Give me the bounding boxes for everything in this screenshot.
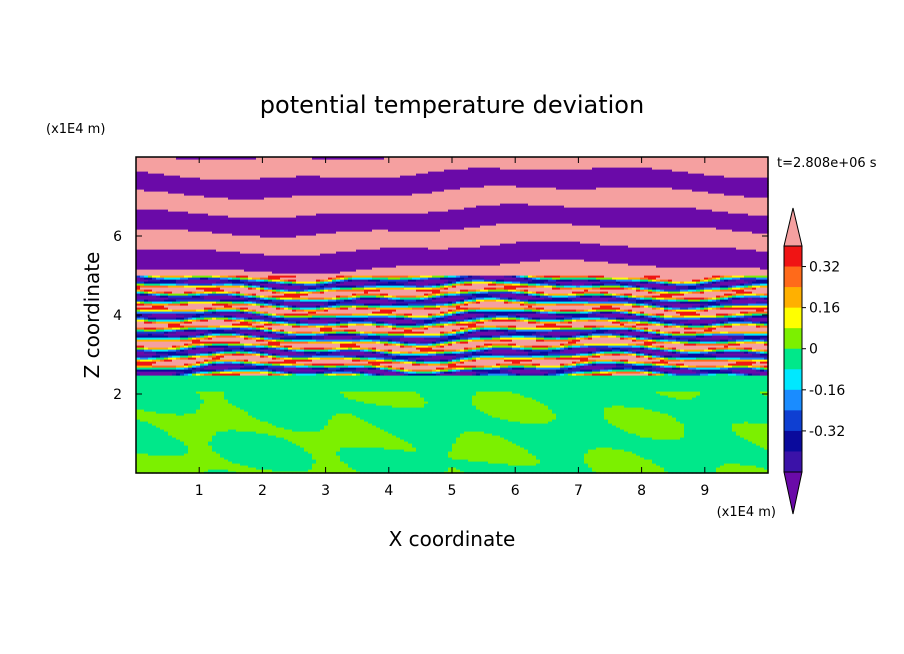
time-label: t=2.808e+06 s (777, 156, 877, 171)
chart-title: potential temperature deviation (260, 91, 644, 119)
contour-field (136, 157, 769, 474)
y-axis-unit: (x1E4 m) (46, 122, 105, 137)
